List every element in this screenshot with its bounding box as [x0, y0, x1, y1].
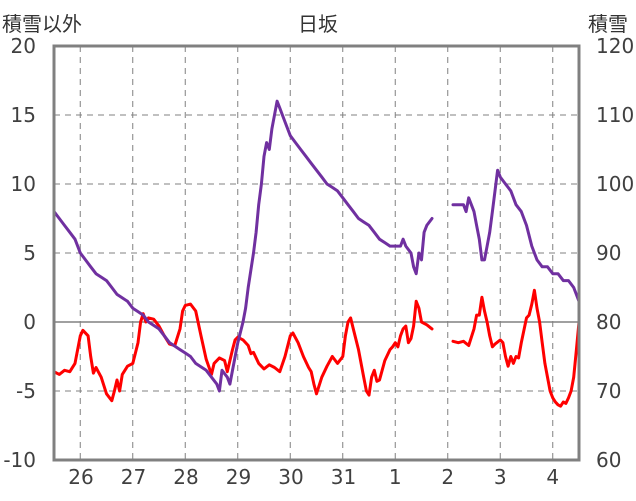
left-axis-label: 積雪以外	[2, 12, 82, 36]
plot-frame	[52, 44, 581, 462]
purple-series-line-1	[451, 168, 579, 304]
left-y-tick-label: 5	[23, 241, 36, 265]
x-tick-label: 3	[493, 465, 507, 489]
right-y-tick-label: 80	[596, 310, 622, 334]
right-y-tick-label: 110	[596, 103, 635, 127]
x-tick-label: 1	[388, 465, 402, 489]
series-lines	[54, 99, 579, 408]
right-y-tick-label: 120	[596, 34, 635, 58]
purple-series-line-0	[54, 99, 434, 393]
x-tick-label: 28	[173, 465, 199, 489]
red-series-line-1	[451, 288, 579, 408]
left-y-tick-label: 15	[10, 103, 36, 127]
right-y-tick-label: 70	[596, 379, 622, 403]
left-y-tick-label: -10	[3, 448, 36, 472]
left-y-tick-label: -5	[16, 379, 36, 403]
x-tick-label: 27	[120, 465, 147, 489]
x-tick-label: 26	[68, 465, 94, 489]
x-tick-label: 29	[225, 465, 252, 489]
chart-title: 日坂	[298, 12, 338, 36]
x-tick-label: 2	[441, 465, 455, 489]
x-tick-label: 4	[546, 465, 560, 489]
red-series-line-0	[54, 299, 434, 403]
left-y-tick-label: 10	[10, 172, 36, 196]
x-tick-label: 31	[330, 465, 357, 489]
right-y-tick-label: 90	[596, 241, 622, 265]
right-y-tick-label: 60	[596, 448, 622, 472]
left-y-tick-label: 20	[10, 34, 36, 58]
grid-lines	[54, 46, 579, 460]
right-y-tick-label: 100	[596, 172, 635, 196]
left-y-tick-label: 0	[23, 310, 36, 334]
x-tick-label: 30	[278, 465, 304, 489]
right-axis-label: 積雪	[588, 12, 628, 36]
